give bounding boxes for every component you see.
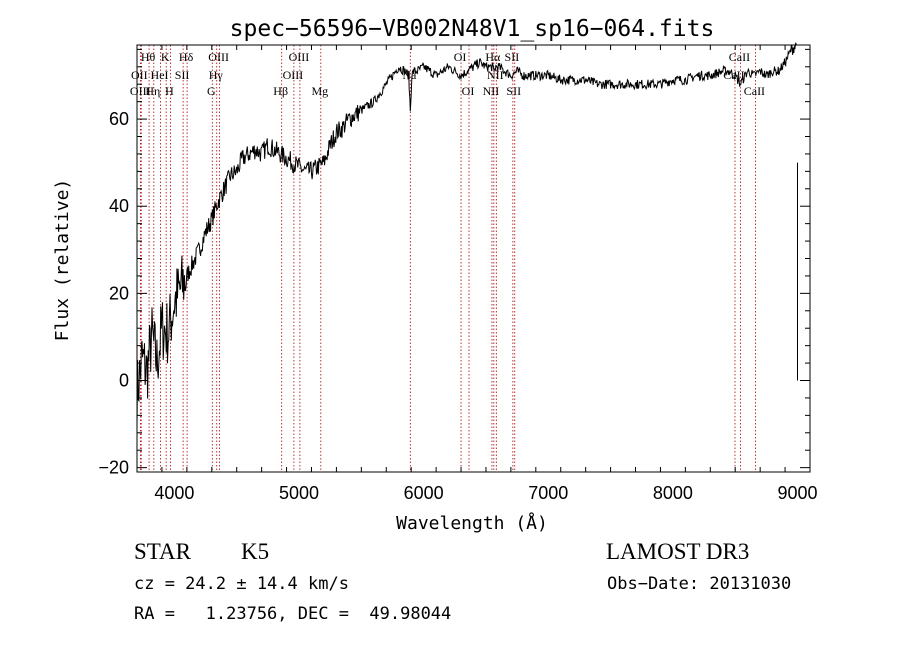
line-marker-label: SII: [505, 50, 520, 64]
line-marker-label: OIII: [283, 68, 304, 82]
line-marker-label: OI: [462, 84, 475, 98]
obs-date: Obs−Date: 20131030: [607, 574, 792, 594]
line-marker-label: OI: [454, 50, 467, 64]
line-marker-label: OIII: [130, 84, 151, 98]
line-marker-label: SII: [175, 68, 190, 82]
y-tick-label: 20: [109, 283, 129, 303]
line-marker-label: Hθ: [141, 50, 156, 64]
x-tick-label: 6000: [404, 483, 444, 503]
object-subclass: K5: [241, 539, 270, 564]
survey-name: LAMOST DR3: [606, 539, 750, 564]
y-axis-ticks: −20 0 20 40 60: [98, 48, 810, 478]
line-marker-label: Hη: [145, 84, 160, 98]
x-tick-label: 4000: [154, 483, 194, 503]
plot-frame: [136, 44, 811, 473]
line-marker-label: K: [161, 50, 170, 64]
x-tick-label: 9000: [778, 483, 818, 503]
line-marker-label: Hα: [485, 50, 501, 64]
x-tick-label: 8000: [653, 483, 693, 503]
ra-dec: RA = 1.23756, DEC = 49.98044: [134, 604, 452, 624]
line-marker-label: SII: [506, 84, 521, 98]
line-marker-label: OIII: [289, 50, 310, 64]
line-marker-label: HeI: [151, 68, 169, 82]
line-marker-label: H: [165, 84, 174, 98]
x-axis-ticks: 4000 5000 6000 7000 8000 9000: [136, 45, 818, 503]
y-tick-label: 40: [109, 196, 129, 216]
y-axis-label: Flux (relative): [52, 179, 73, 342]
y-tick-label: −20: [98, 458, 129, 478]
object-class: STAR: [134, 539, 191, 564]
line-marker-label: CaII: [729, 50, 750, 64]
x-tick-label: 5000: [279, 483, 319, 503]
line-marker-label: CaII: [744, 84, 765, 98]
x-axis-label: Wavelength (Å): [396, 512, 548, 534]
chart-title: spec−56596−VB002N48V1_sp16−064.fits: [230, 16, 715, 42]
line-marker-label: NII: [487, 68, 504, 82]
line-marker-label: NII: [483, 84, 500, 98]
line-marker-label: Hδ: [179, 50, 194, 64]
emission-line-markers: [139, 45, 756, 472]
emission-line-labels: HθOIIOIIIHηHeIKHSIIHδGHγOIIIHβOIIIOIIIMg…: [130, 50, 765, 98]
line-marker-label: Hβ: [273, 84, 288, 98]
line-marker-label: OII: [131, 68, 148, 82]
redshift-cz: cz = 24.2 ± 14.4 km/s: [134, 574, 349, 594]
spectrum-line: [136, 42, 798, 429]
line-marker-label: Mg: [311, 84, 328, 98]
x-tick-label: 7000: [528, 483, 568, 503]
y-tick-label: 60: [109, 109, 129, 129]
y-tick-label: 0: [119, 371, 129, 391]
line-marker-label: G: [207, 84, 216, 98]
line-marker-label: Hγ: [209, 68, 224, 82]
line-marker-label: OIII: [208, 50, 229, 64]
